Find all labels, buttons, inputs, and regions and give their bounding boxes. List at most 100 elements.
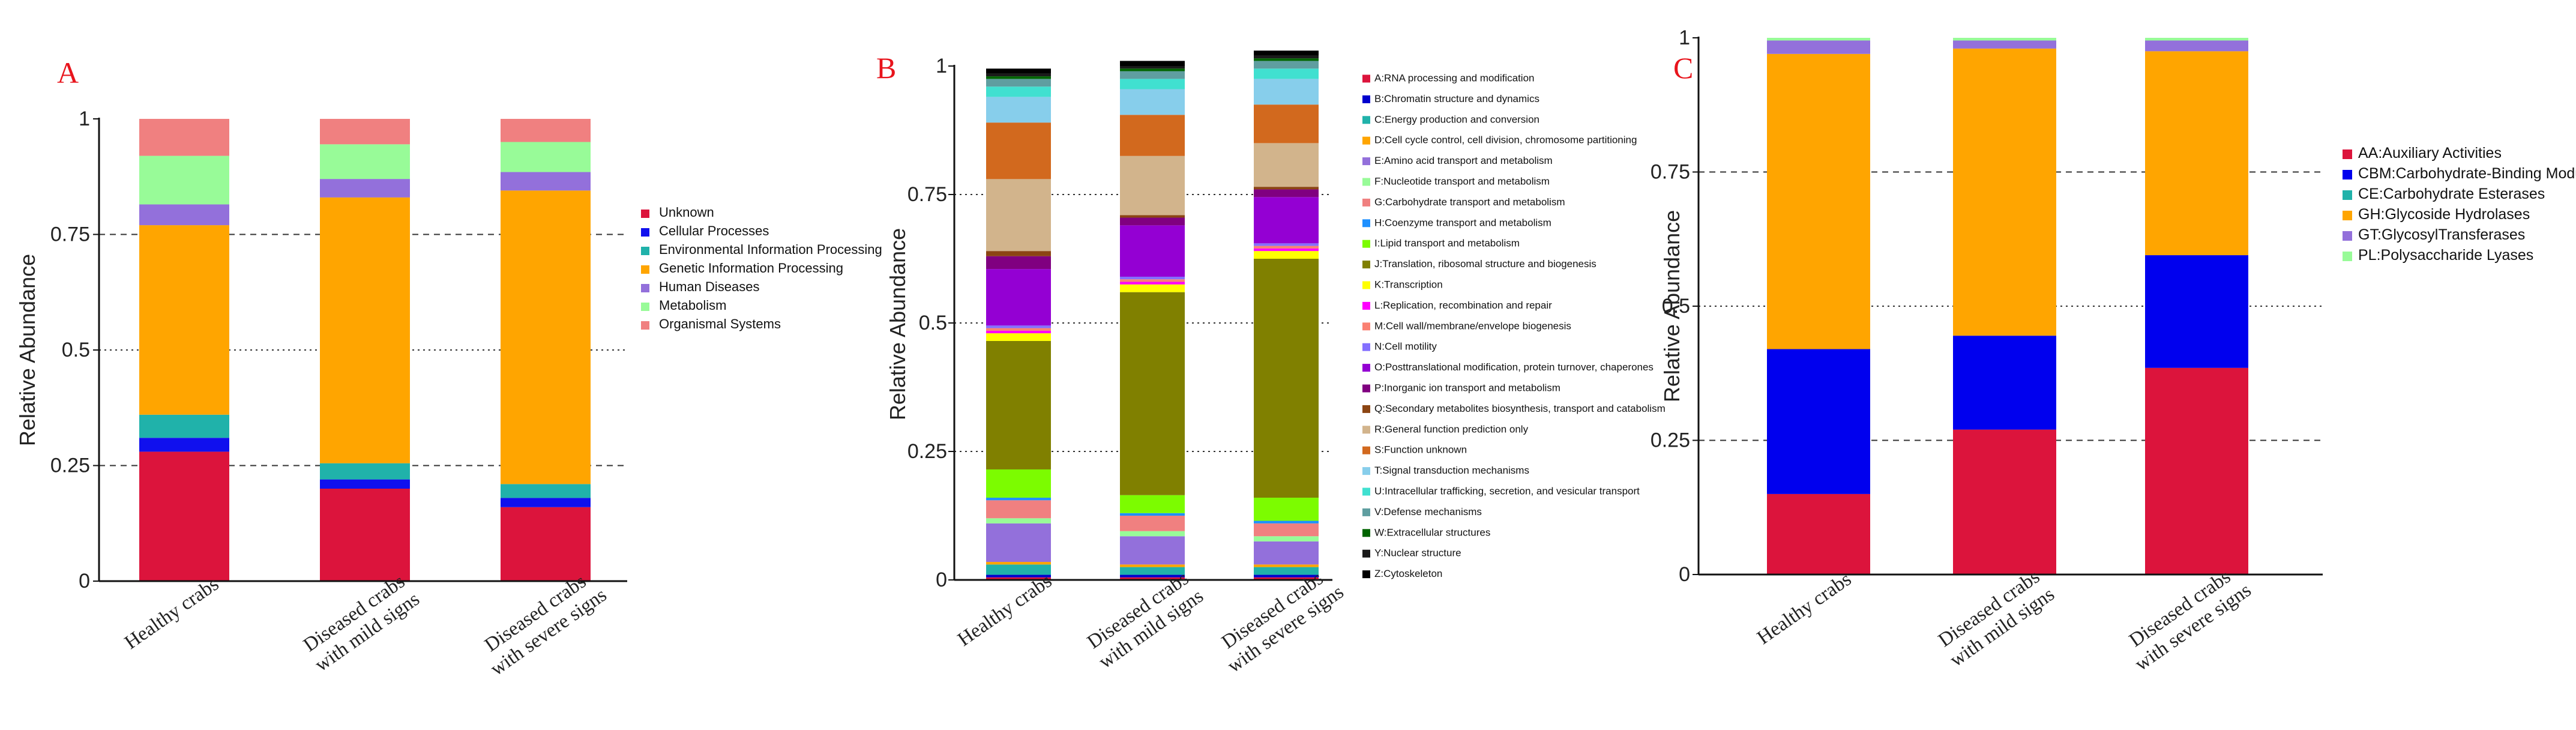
bar-segment (1254, 104, 1319, 143)
legend-swatch (1362, 405, 1370, 413)
chart-panel-c: C 0 0.25 0.5 0.75 1 Relative Abundance Healthy … (1651, 26, 2576, 675)
y-axis-label: Relative Abundance (15, 254, 40, 446)
bar-segment (501, 507, 591, 581)
bar-segment (320, 144, 410, 179)
legend-swatch (2343, 190, 2352, 200)
bar-segment (139, 155, 229, 205)
bar-segment (139, 451, 229, 581)
bar-segment (1120, 61, 1185, 66)
bar-segment (1767, 40, 1870, 54)
bar-segment (139, 225, 229, 415)
bar-segment (501, 190, 591, 484)
y-tick-label: 0.5 (919, 312, 947, 334)
bar-segment (1254, 55, 1319, 59)
legend-entry: C:Energy production and conversion (1374, 113, 1539, 125)
legend-swatch (1362, 446, 1370, 454)
bar-segment (1767, 349, 1870, 494)
bar-segment (501, 172, 591, 191)
legend-swatch (2343, 231, 2352, 241)
legend-entry: R:General function prediction only (1374, 423, 1529, 435)
y-tick-label: 1 (936, 55, 947, 77)
bar-segment (986, 328, 1051, 331)
legend-swatch (2343, 170, 2352, 179)
x-tick-label: Diseased crabswith severe signs (474, 566, 611, 680)
bar-segment (501, 142, 591, 172)
bar-segment (1254, 197, 1319, 244)
legend-entry: D:Cell cycle control, cell division, chr… (1374, 134, 1637, 146)
bar-segment (986, 73, 1051, 77)
y-axis-label: Relative Abundance (885, 228, 910, 420)
bar-segment (501, 498, 591, 507)
bar-segment (1953, 48, 2056, 336)
bar-segment (320, 489, 410, 581)
bar-segment (1120, 89, 1185, 115)
legend-entry: Organismal Systems (659, 316, 781, 331)
bar-segment (986, 523, 1051, 563)
bar-segment (1254, 251, 1319, 259)
bar-segment (1120, 564, 1185, 567)
legend-entry: CE:Carbohydrate Esterases (2358, 186, 2545, 202)
bar-stack (1953, 38, 2056, 575)
bar-segment (1120, 292, 1185, 495)
legend-swatch (1362, 261, 1370, 269)
legend-swatch (1362, 95, 1370, 103)
chart-panel-a: A 0 0.25 0.5 0.75 1 Relative Abundance Healthy … (15, 56, 882, 680)
bar-stack (1767, 38, 1870, 575)
bar-segment (1254, 143, 1319, 187)
y-tick-label: 0.75 (1651, 161, 1690, 184)
bar-segment (1120, 282, 1185, 285)
bar-segment (2145, 367, 2248, 575)
bar-segment (986, 498, 1051, 501)
bar-segment (986, 86, 1051, 97)
x-tick-label: Healthy crabs (954, 570, 1056, 651)
legend-swatch (1362, 487, 1370, 496)
legend: AA:Auxiliary Activities CBM:Carbohydrate-… (2343, 145, 2576, 264)
x-tick-label: Healthy crabs (1753, 569, 1855, 649)
x-tick-label: Healthy crabs (121, 573, 223, 654)
bar-segment (1767, 493, 1870, 575)
legend-entry: Z:Cytoskeleton (1374, 568, 1442, 579)
legend-entry: F:Nucleotide transport and metabolism (1374, 176, 1550, 187)
bar-segment (320, 119, 410, 145)
bar-segment (1254, 79, 1319, 105)
legend-entry: M:Cell wall/membrane/envelope biogenesis (1374, 320, 1571, 331)
bar-segment (1953, 38, 2056, 41)
legend-swatch (641, 303, 649, 311)
bar-segment (1953, 40, 2056, 49)
bar-segment (1254, 520, 1319, 523)
bar-stack (2145, 38, 2248, 575)
bar-segment (320, 179, 410, 198)
bar-segment (986, 68, 1051, 74)
bar-stack (1254, 50, 1319, 580)
bar-segment (1120, 495, 1185, 513)
bar-stack (1120, 61, 1185, 580)
legend-entry: V:Defense mechanisms (1374, 506, 1482, 517)
x-tick-label: Diseased crabswith mild signs (1082, 567, 1208, 673)
legend-swatch (1362, 74, 1370, 83)
bar-segment (2145, 38, 2248, 41)
bar-segment (1254, 189, 1319, 198)
bar-segment (1254, 577, 1319, 580)
legend-entry: Human Diseases (659, 279, 760, 294)
bar-segment (986, 122, 1051, 179)
legend-swatch (1362, 198, 1370, 207)
bar-segment (986, 251, 1051, 256)
bar-segment (139, 438, 229, 452)
bar-segment (1120, 567, 1185, 575)
legend-swatch (641, 265, 649, 274)
legend-swatch (1362, 426, 1370, 434)
bar-segment (1254, 246, 1319, 249)
bar-segment (1120, 79, 1185, 89)
y-tick-label: 1 (1679, 26, 1690, 49)
legend-entry: B:Chromatin structure and dynamics (1374, 93, 1539, 104)
bar-segment (986, 562, 1051, 565)
bar-segment (1120, 68, 1185, 71)
bar-segment (1120, 66, 1185, 69)
legend-swatch (641, 210, 649, 218)
bar-segment (1120, 284, 1185, 292)
legend-entry: Q:Secondary metabolites biosynthesis, tr… (1374, 403, 1666, 414)
bar-segment (1120, 575, 1185, 578)
bar-segment (1254, 187, 1319, 190)
bar-segment (986, 325, 1051, 328)
legend-entry: E:Amino acid transport and metabolism (1374, 155, 1553, 166)
